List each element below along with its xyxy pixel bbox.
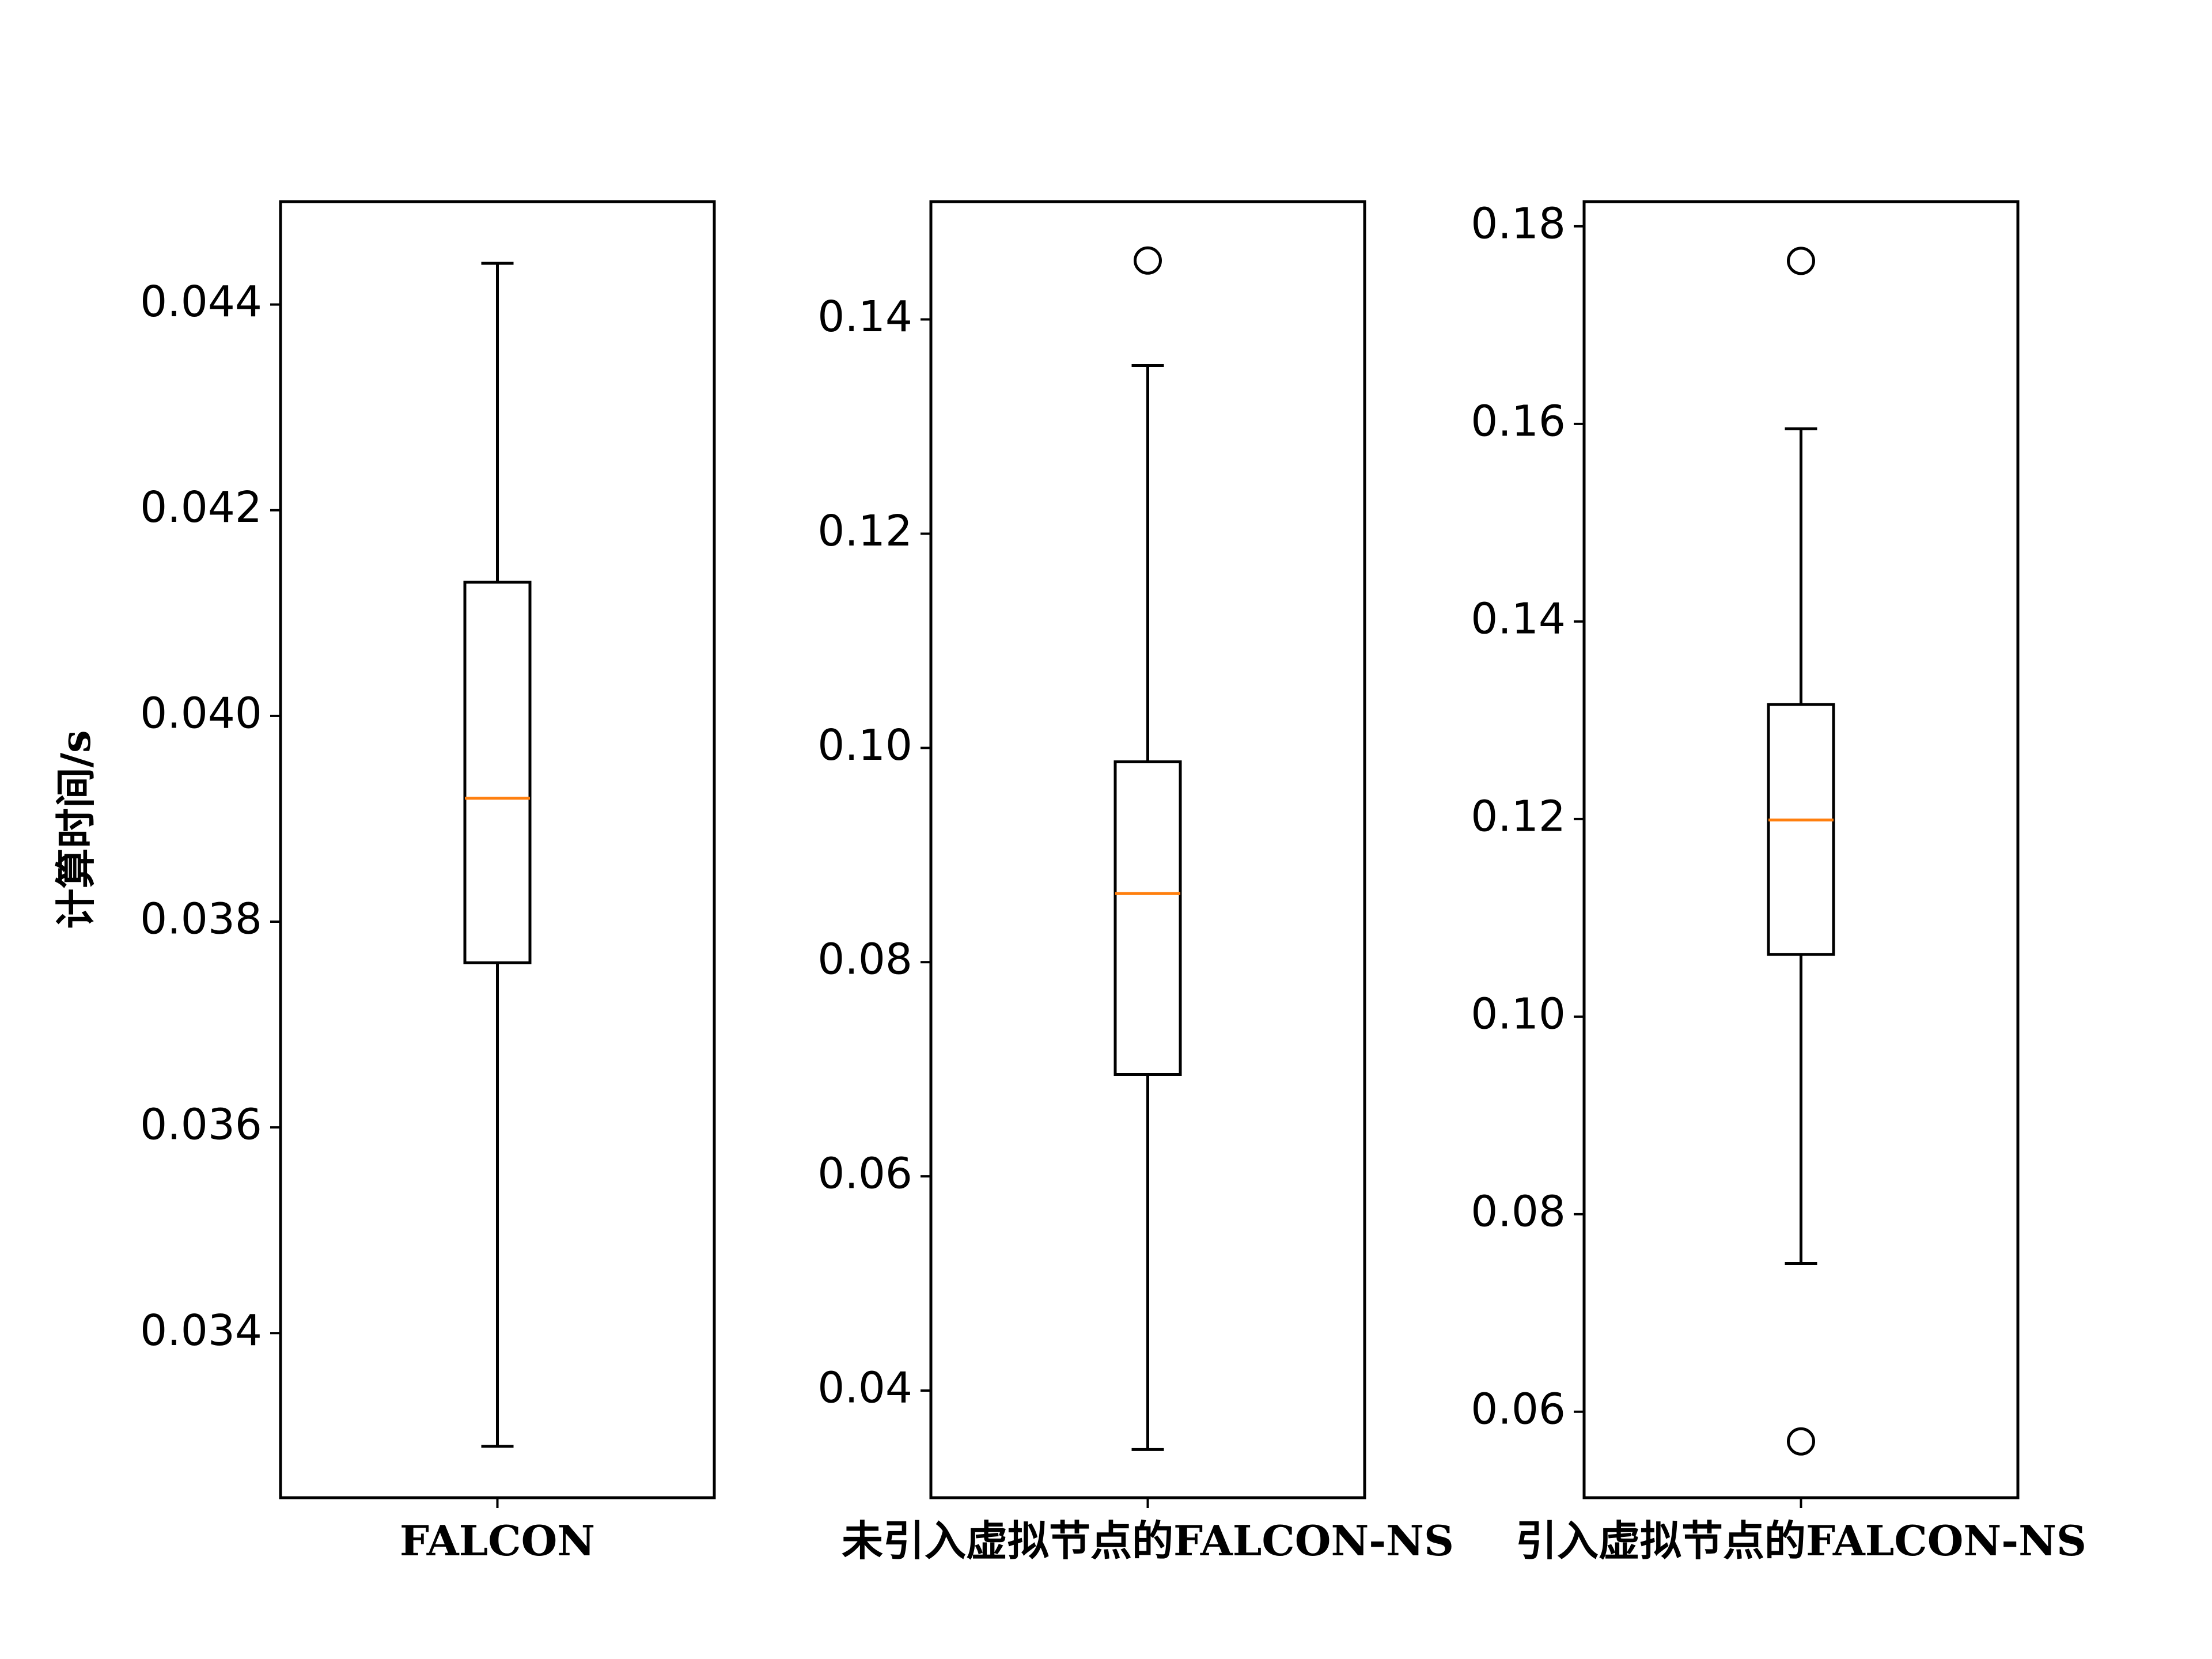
y-tick-label: 0.036 [140,1100,262,1150]
y-tick-label: 0.034 [140,1306,262,1355]
y-tick-label: 0.042 [140,483,262,532]
y-tick-label: 0.10 [1471,989,1566,1039]
y-tick-label: 0.06 [817,1149,912,1199]
x-category-label: 未引入虚拟节点的FALCON-NS [842,1516,1454,1565]
y-tick-label: 0.16 [1471,396,1566,446]
y-tick-label: 0.08 [817,935,912,984]
x-category-label: 引入虚拟节点的FALCON-NS [1516,1516,2086,1565]
y-tick-label: 0.10 [817,721,912,770]
panel-2: 0.04 0.06 0.08 0.10 0.12 0.14 未引入虚拟节点的FALCON-N… [817,200,1454,1565]
outlier-point [1134,246,1162,275]
axes-frame [1582,200,2020,1499]
outlier-point [1787,247,1815,275]
y-tick-label: 0.06 [1471,1384,1566,1434]
box-iqr [1113,760,1182,1076]
box-iqr [1767,703,1835,956]
y-tick-label: 0.040 [140,688,262,738]
y-tick-label: 0.12 [1471,791,1566,841]
y-tick-label: 0.18 [1471,199,1566,248]
panel-3: 0.06 0.08 0.10 0.12 0.14 0.16 0.18 引入虚拟节点的FALCO… [1471,199,2086,1565]
y-axis-label: 计算时间/s [52,730,100,929]
y-tick-label: 0.044 [140,277,262,327]
box-iqr [463,581,532,964]
y-tick-label: 0.038 [140,895,262,944]
outlier-point [1787,1427,1815,1456]
y-tick-label: 0.04 [817,1363,912,1413]
x-category-label: FALCON [400,1516,595,1565]
panel-1: 0.034 0.036 0.038 0.040 0.042 0.044 FALCON [140,200,716,1565]
y-tick-label: 0.12 [817,506,912,556]
y-tick-label: 0.08 [1471,1187,1566,1236]
y-tick-label: 0.14 [817,292,912,342]
y-tick-label: 0.14 [1471,594,1566,643]
